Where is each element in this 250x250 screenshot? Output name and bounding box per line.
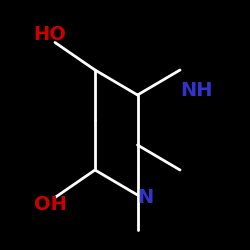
Text: N: N (138, 188, 154, 207)
Text: OH: OH (34, 196, 66, 214)
Text: NH: NH (180, 80, 212, 100)
Text: HO: HO (34, 26, 66, 44)
